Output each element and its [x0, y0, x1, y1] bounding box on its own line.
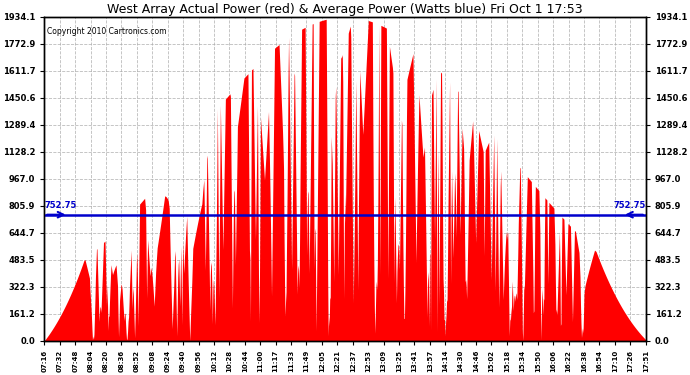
Text: 752.75: 752.75 — [613, 201, 646, 210]
Text: 752.75: 752.75 — [44, 201, 77, 210]
Title: West Array Actual Power (red) & Average Power (Watts blue) Fri Oct 1 17:53: West Array Actual Power (red) & Average … — [107, 3, 583, 16]
Text: Copyright 2010 Cartronics.com: Copyright 2010 Cartronics.com — [48, 27, 167, 36]
